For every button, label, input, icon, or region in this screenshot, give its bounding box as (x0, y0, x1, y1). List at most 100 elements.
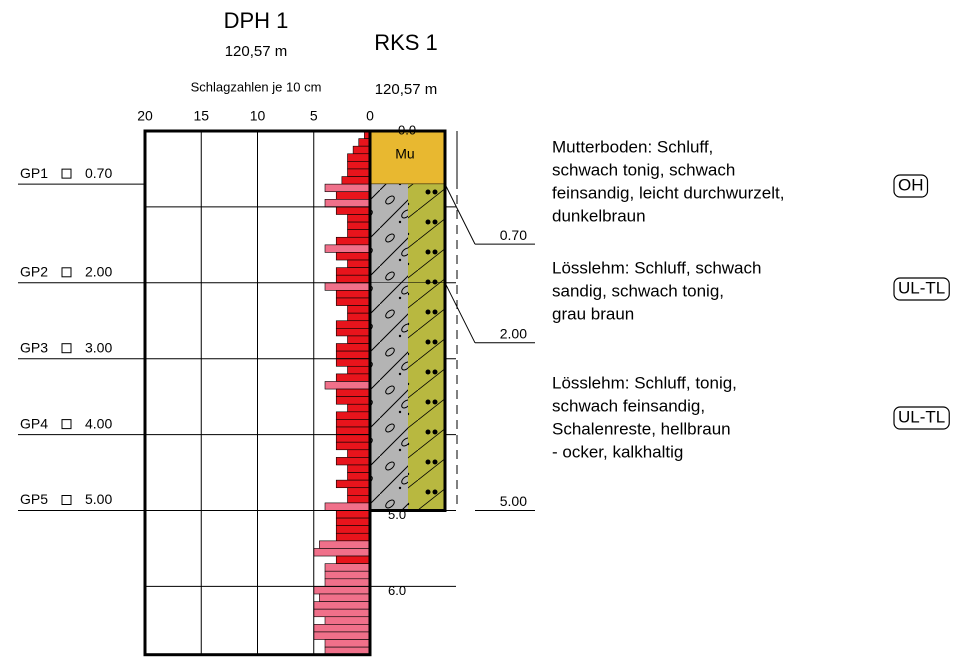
dph-bar (348, 404, 371, 412)
rks-elevation: 120,57 m (375, 81, 438, 98)
dph-bar (336, 268, 370, 276)
dph-bar (336, 518, 370, 526)
soil-layer-right (408, 283, 445, 511)
dph-bar (348, 154, 371, 162)
layer-description: dunkelbraun (552, 206, 646, 225)
soil-code: OH (898, 175, 924, 194)
sample-depth: 4.00 (85, 415, 112, 431)
layer-description: Mutterboden: Schluff, (552, 137, 713, 156)
sample-depth: 0.70 (85, 165, 112, 181)
borehole-log: DPH 1 120,57 m Schlagzahlen je 10 cm RKS… (0, 0, 976, 657)
layer-depth: 2.00 (500, 326, 527, 342)
dph-bar (336, 252, 370, 260)
soil-layer-left (370, 283, 408, 511)
sample-depth: 5.00 (85, 491, 112, 507)
sample-marker (62, 169, 71, 178)
dph-bar (353, 146, 370, 154)
dph-bar (348, 260, 371, 268)
dph-bar (348, 495, 371, 503)
dph-bar (336, 207, 370, 215)
dph-bar (348, 473, 371, 481)
depth-label: 6.0 (388, 583, 406, 598)
sample-marker (62, 344, 71, 353)
dph-bar (314, 602, 370, 610)
dph-bar (348, 465, 371, 473)
layer-description: schwach feinsandig, (552, 396, 705, 415)
dph-bar (348, 169, 371, 177)
layer-description: - ocker, kalkhaltig (552, 442, 683, 461)
dph-bar (348, 450, 371, 458)
dph-bar (314, 609, 370, 617)
dph-bar (314, 632, 370, 640)
dph-bar (336, 419, 370, 427)
sample-depth: 2.00 (85, 264, 112, 280)
dph-bar (336, 457, 370, 465)
layer-description: feinsandig, leicht durchwurzelt, (552, 183, 784, 202)
dph-bar (348, 336, 371, 344)
dph-bar (348, 306, 371, 314)
sample-name: GP5 (20, 491, 48, 507)
x-tick-label: 0 (366, 108, 374, 124)
dph-bar (348, 366, 371, 374)
dph-bar (325, 283, 370, 291)
dph-bar (336, 511, 370, 519)
dph-bar (336, 435, 370, 443)
dph-bar (325, 381, 370, 389)
dph-bar (336, 359, 370, 367)
dph-bar (336, 328, 370, 336)
layer-depth: 5.00 (500, 493, 527, 509)
dph-bar (325, 199, 370, 207)
dph-bar (359, 139, 370, 147)
soil-layer-right (408, 184, 445, 283)
soil-code: UL-TL (898, 278, 945, 297)
sample-marker (62, 496, 71, 505)
dph-bar (336, 412, 370, 420)
dph-bar (336, 351, 370, 359)
layer-description: sandig, schwach tonig, (552, 281, 724, 300)
rks-title: RKS 1 (374, 30, 438, 55)
dph-bar (325, 640, 370, 648)
dph-bar (325, 245, 370, 253)
sample-name: GP2 (20, 264, 48, 280)
dph-bar (336, 298, 370, 306)
dph-bar (348, 222, 371, 230)
dph-bar (348, 230, 371, 238)
dph-bar (336, 480, 370, 488)
dph-bar (348, 214, 371, 222)
layer-description: grau braun (552, 304, 634, 323)
dph-bar (348, 313, 371, 321)
dph-bar (325, 503, 370, 511)
dph-bar (348, 161, 371, 169)
dph-bar (336, 389, 370, 397)
dph-bar (336, 397, 370, 405)
dph-bar (319, 541, 370, 549)
sample-marker (62, 420, 71, 429)
layer-description: Lösslehm: Schluff, tonig, (552, 373, 737, 392)
sample-marker (62, 268, 71, 277)
dph-bar (336, 526, 370, 534)
soil-code: UL-TL (898, 407, 945, 426)
layer-description: schwach tonig, schwach (552, 160, 735, 179)
dph-bar (319, 594, 370, 602)
x-tick-label: 15 (193, 108, 209, 124)
layer-depth: 0.70 (500, 227, 527, 243)
sample-depth: 3.00 (85, 339, 112, 355)
dph-bar (336, 442, 370, 450)
dph-bar (336, 374, 370, 382)
x-tick-label: 5 (310, 108, 318, 124)
dph-bar (314, 548, 370, 556)
sample-name: GP4 (20, 415, 48, 431)
layer-description: Schalenreste, hellbraun (552, 419, 731, 438)
dph-bar (348, 488, 371, 496)
dph-bar (336, 533, 370, 541)
dph-bar (336, 237, 370, 245)
dph-axis-label: Schlagzahlen je 10 cm (191, 79, 322, 94)
dph-bar (325, 564, 370, 572)
dph-bar (325, 571, 370, 579)
dph-title: DPH 1 (224, 8, 289, 33)
dph-bar (336, 192, 370, 200)
leader (445, 184, 475, 244)
x-tick-label: 10 (250, 108, 266, 124)
dph-bar (336, 321, 370, 329)
dph-bar (314, 624, 370, 632)
